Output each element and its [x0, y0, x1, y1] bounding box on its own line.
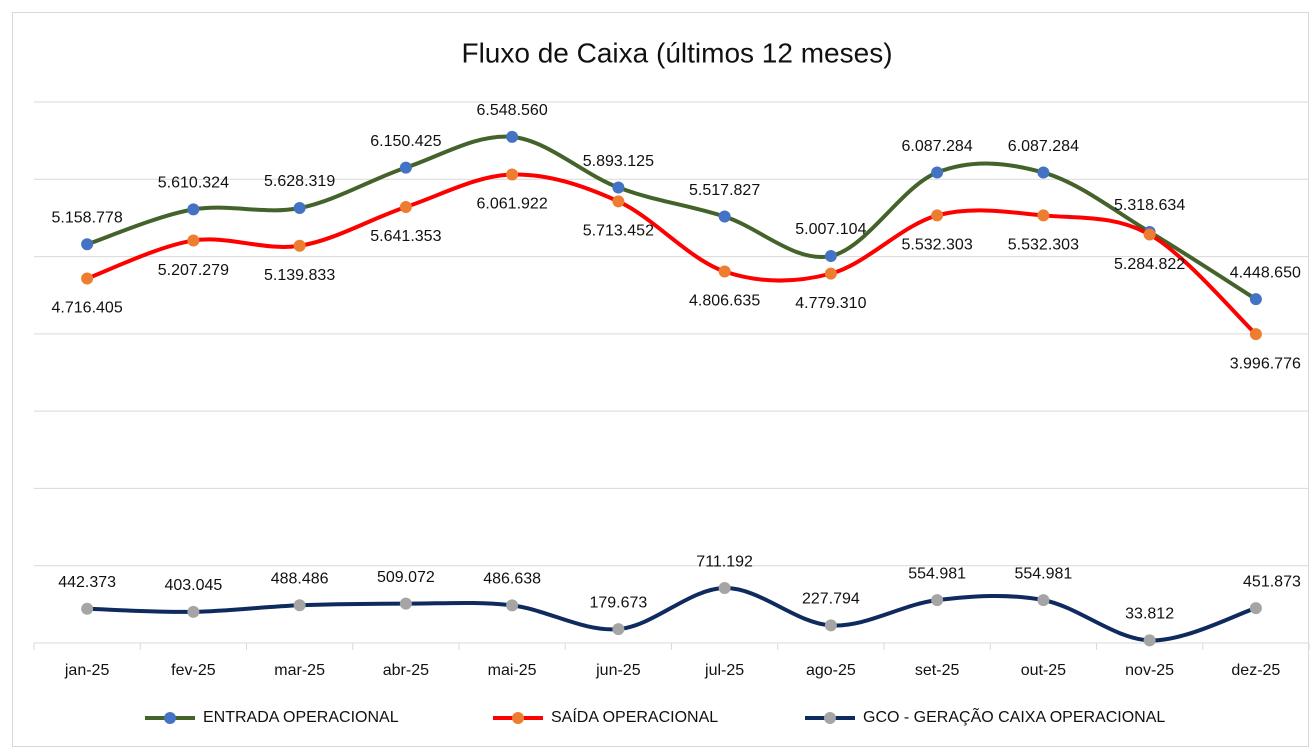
- x-tick-label: fev-25: [171, 662, 216, 679]
- legend-label: SAÍDA OPERACIONAL: [551, 707, 718, 726]
- data-label: 6.548.560: [477, 102, 548, 119]
- x-tick-label: jun-25: [595, 662, 641, 679]
- data-label: 4.779.310: [795, 295, 866, 312]
- data-label: 6.150.425: [370, 133, 441, 150]
- data-point: [718, 582, 731, 595]
- data-point: [718, 210, 731, 223]
- data-label: 6.087.284: [902, 138, 973, 155]
- data-label: 5.713.452: [583, 223, 654, 240]
- data-point: [506, 168, 519, 181]
- x-tick-label: set-25: [915, 662, 960, 679]
- data-label: 5.007.104: [795, 221, 866, 238]
- data-point: [931, 209, 944, 222]
- data-point: [293, 239, 306, 252]
- data-label: 442.373: [58, 574, 116, 591]
- data-label: 5.158.778: [52, 210, 123, 227]
- data-label: 227.794: [802, 591, 860, 608]
- data-point: [931, 166, 944, 179]
- data-point: [81, 238, 94, 251]
- data-point: [399, 597, 412, 610]
- x-tick-label: abr-25: [383, 662, 429, 679]
- legend-label: ENTRADA OPERACIONAL: [203, 709, 399, 726]
- data-label: 5.893.125: [583, 153, 654, 170]
- x-tick-label: ago-25: [806, 662, 856, 679]
- data-label: 5.610.324: [158, 175, 229, 192]
- data-label: 711.192: [696, 553, 753, 570]
- data-label: 5.284.822: [1114, 256, 1185, 273]
- data-label: 6.061.922: [477, 196, 548, 213]
- data-label: 3.996.776: [1230, 355, 1301, 372]
- data-label: 488.486: [271, 570, 329, 587]
- x-tick-label: mar-25: [274, 662, 325, 679]
- data-label: 4.448.650: [1230, 264, 1301, 281]
- data-label: 554.981: [1014, 565, 1072, 582]
- data-point: [824, 250, 837, 263]
- data-point: [1249, 293, 1262, 306]
- data-label: 554.981: [908, 565, 966, 582]
- data-label: 4.806.635: [689, 293, 760, 310]
- data-point: [612, 623, 625, 636]
- data-point: [187, 234, 200, 247]
- data-point: [187, 203, 200, 216]
- data-label: 509.072: [377, 569, 435, 586]
- data-point: [81, 602, 94, 615]
- data-label: 33.812: [1125, 606, 1174, 623]
- data-point: [81, 272, 94, 285]
- data-label: 5.517.827: [689, 182, 760, 199]
- data-point: [187, 605, 200, 618]
- legend-marker: [512, 712, 524, 724]
- data-point: [506, 130, 519, 143]
- series-line: [85, 586, 1258, 643]
- legend-marker: [164, 712, 176, 724]
- x-tick-label: nov-25: [1125, 662, 1174, 679]
- data-label: 5.532.303: [902, 237, 973, 254]
- data-label: 5.532.303: [1008, 237, 1079, 254]
- data-point: [1249, 328, 1262, 341]
- data-point: [824, 267, 837, 280]
- data-point: [612, 181, 625, 194]
- data-label: 4.716.405: [52, 300, 123, 317]
- data-label: 486.638: [483, 571, 541, 588]
- data-point: [1037, 166, 1050, 179]
- x-tick-label: mai-25: [488, 662, 537, 679]
- data-point: [824, 619, 837, 632]
- data-point: [506, 599, 519, 612]
- legend-label: GCO - GERAÇÃO CAIXA OPERACIONAL: [863, 706, 1165, 726]
- data-label: 5.318.634: [1114, 197, 1185, 214]
- x-tick-label: dez-25: [1231, 662, 1280, 679]
- data-point: [293, 202, 306, 215]
- legend-marker: [824, 712, 836, 724]
- chart-border: [12, 12, 1309, 747]
- data-point: [1037, 594, 1050, 607]
- data-label: 403.045: [164, 577, 222, 594]
- data-label: 5.628.319: [264, 173, 335, 190]
- data-point: [1249, 602, 1262, 615]
- x-tick-label: out-25: [1021, 662, 1066, 679]
- data-point: [1037, 209, 1050, 222]
- data-point: [293, 599, 306, 612]
- data-point: [1143, 228, 1156, 241]
- data-point: [1143, 634, 1156, 647]
- data-label: 6.087.284: [1008, 138, 1079, 155]
- data-label: 5.641.353: [370, 228, 441, 245]
- data-label: 179.673: [589, 594, 647, 611]
- data-label: 451.873: [1243, 573, 1301, 590]
- data-point: [612, 195, 625, 208]
- data-label: 5.139.833: [264, 267, 335, 284]
- data-label: 5.207.279: [158, 262, 229, 279]
- chart-title: Fluxo de Caixa (últimos 12 meses): [461, 37, 892, 68]
- data-point: [399, 161, 412, 174]
- data-point: [399, 201, 412, 214]
- data-point: [931, 594, 944, 607]
- data-point: [718, 265, 731, 278]
- x-tick-label: jan-25: [64, 662, 110, 679]
- x-tick-label: jul-25: [704, 662, 744, 679]
